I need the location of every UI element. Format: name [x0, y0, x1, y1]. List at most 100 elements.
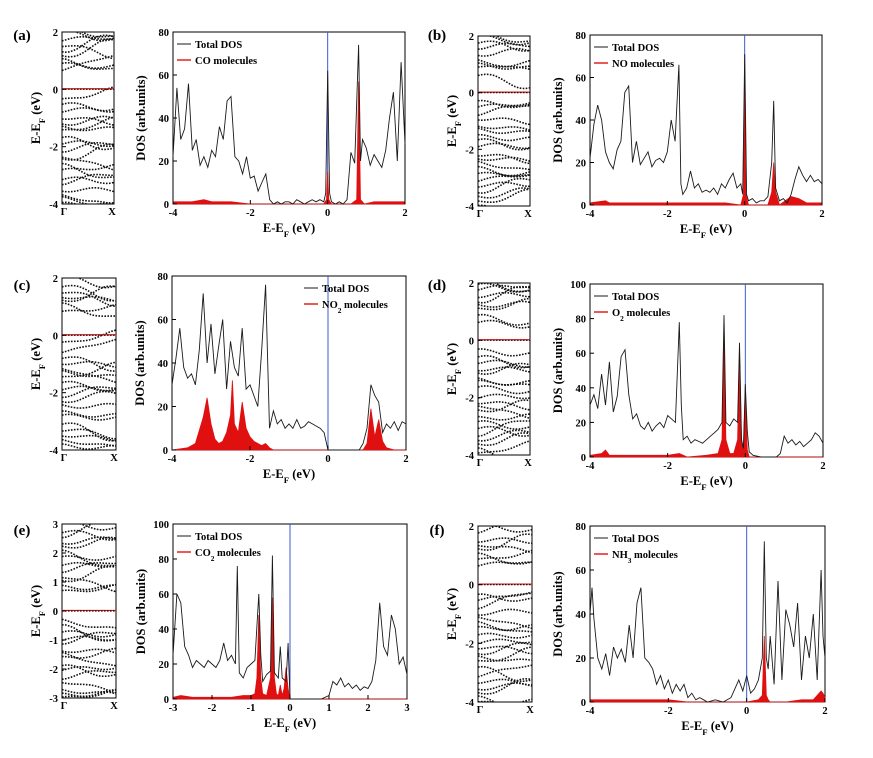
band-curve — [62, 402, 116, 409]
legend-total-label: Total DOS — [612, 43, 659, 54]
band-curve — [62, 443, 116, 450]
band-ytick-label: 0 — [469, 89, 474, 100]
band-ytick-label: -2 — [465, 639, 474, 650]
band-curve — [478, 695, 497, 702]
dos-xlabel: E-EF (eV) — [263, 467, 315, 485]
panel-label: (f) — [430, 523, 445, 539]
band-curve — [478, 677, 532, 695]
total-dos-line — [172, 44, 406, 205]
dos-ytick-label: 80 — [158, 272, 169, 283]
band-curve — [62, 648, 116, 654]
band-curve — [62, 38, 114, 58]
band-curve — [478, 377, 530, 386]
band-curve — [478, 591, 532, 602]
band-curve — [478, 447, 497, 455]
band-curve — [62, 630, 116, 638]
dos-ytick-label: 40 — [576, 610, 587, 621]
band-curve — [62, 455, 116, 468]
band-curve — [62, 143, 114, 161]
band-ytick-label: 2 — [53, 549, 58, 560]
dos-ytick-label: 60 — [576, 349, 587, 360]
band-curve — [478, 440, 530, 454]
dos-xtick-label: 0 — [287, 703, 292, 714]
legend-total-label: Total DOS — [612, 534, 659, 545]
panel-label: (c) — [14, 278, 31, 294]
band-curve — [478, 313, 530, 326]
band-curve — [62, 665, 116, 672]
dos-ytick-label: 40 — [159, 114, 170, 125]
band-curve — [478, 401, 530, 411]
band-xtick-label: X — [110, 701, 118, 712]
band-frame — [477, 35, 531, 207]
band-curve — [478, 632, 532, 639]
band-curve — [62, 57, 114, 70]
band-curve — [62, 631, 116, 645]
band-xtick-label: Γ — [477, 458, 484, 469]
dos-xtick-label: -2 — [664, 706, 673, 717]
band-curve — [62, 32, 114, 42]
band-curve — [80, 32, 114, 38]
legend-molecule-label: CO molecules — [195, 56, 257, 67]
band-ytick-label: 0 — [53, 607, 58, 618]
band-ytick-label: 0 — [53, 331, 58, 342]
legend-molecule-label: O2 molecules — [612, 308, 670, 323]
band-lines — [62, 501, 116, 698]
band-curve — [478, 698, 532, 702]
band-curve — [478, 165, 530, 178]
band-curve — [62, 410, 116, 418]
band-ylabel: E-EF (eV) — [29, 338, 47, 390]
band-xtick-label: X — [110, 453, 118, 464]
band-curve — [478, 505, 532, 520]
band-curve — [62, 681, 116, 694]
legend-molecule-label: NO molecules — [612, 59, 674, 70]
band-curve — [62, 501, 116, 517]
band-frame — [477, 525, 533, 703]
band-curve — [478, 40, 530, 52]
panel-label: (b) — [428, 28, 446, 44]
dos-ytick-label: 40 — [159, 625, 170, 636]
dos-ytick-label: 0 — [164, 695, 169, 706]
molecule-dos-area — [589, 635, 826, 703]
band-lines — [478, 505, 532, 702]
band-structure-panel: -4 -2 0 2 Γ X E-EF (eV) — [445, 505, 534, 716]
band-frame — [61, 277, 117, 451]
dos-xtick-label: -2 — [246, 454, 255, 465]
band-curve — [478, 561, 532, 567]
dos-ytick-label: 20 — [576, 159, 587, 170]
band-structure-panel: -4 -2 0 2 Γ X E-EF (eV) — [29, 28, 116, 218]
dos-ylabel: DOS (arb.units) — [551, 571, 565, 656]
band-ytick-label: 2 — [469, 522, 474, 533]
dos-ytick-label: 0 — [163, 446, 168, 457]
band-curve — [478, 160, 530, 171]
band-curve — [62, 651, 116, 667]
band-curve — [478, 592, 532, 610]
band-structure-panel: -4 -2 0 2 Γ X E-EF (eV) — [29, 274, 118, 468]
band-curve — [62, 156, 114, 171]
panel-label: (d) — [428, 278, 446, 294]
band-curve — [62, 303, 116, 313]
dos-xtick-label: 0 — [742, 209, 747, 220]
panel-label: (e) — [14, 523, 31, 539]
band-curve — [478, 549, 532, 560]
band-curve — [478, 678, 532, 686]
band-curve — [62, 44, 114, 60]
band-curve — [492, 526, 532, 533]
band-curve — [62, 194, 114, 204]
band-ytick-label: -4 — [465, 202, 474, 213]
dos-ytick-label: 20 — [576, 418, 587, 429]
band-curve — [62, 125, 114, 132]
dos-ytick-label: 20 — [158, 403, 169, 414]
band-curve — [478, 73, 530, 90]
dos-ytick-label: 0 — [164, 200, 169, 211]
band-structure-panel: -4 -2 0 2 Γ X E-EF (eV) — [445, 32, 532, 220]
molecule-dos-area — [171, 380, 406, 451]
band-curve — [62, 135, 114, 151]
band-curve — [62, 338, 116, 354]
legend-molecule-label: NH3 molecules — [612, 550, 678, 565]
band-curve — [478, 544, 532, 554]
band-ytick-label: 1 — [53, 578, 58, 589]
legend-total-label: Total DOS — [612, 292, 659, 303]
